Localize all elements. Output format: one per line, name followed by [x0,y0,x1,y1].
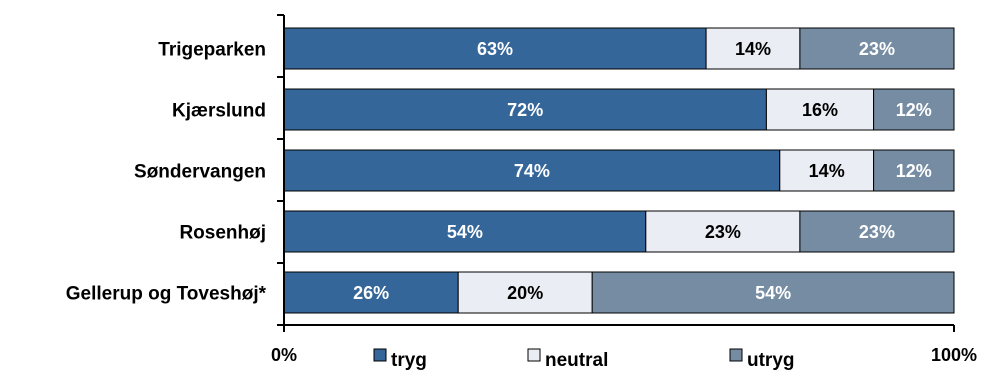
data-label: 14% [735,39,771,59]
data-label: 54% [447,222,483,242]
x-tick-label: 0% [271,345,297,365]
category-labels: Trigeparken Kjærslund Søndervangen Rosenhøj… [66,40,267,305]
x-tick-label: 100% [931,345,977,365]
data-label: 16% [802,100,838,120]
axes-layer [277,14,955,332]
data-label: 74% [514,161,550,181]
bar-segment-neutral [705,27,801,70]
bar-segment-tryg [283,88,767,131]
data-label: 12% [896,161,932,181]
data-label: 23% [859,39,895,59]
category-label: Gellerup og Toveshøj* [66,284,267,305]
data-label: 23% [859,222,895,242]
bar-segment-tryg [283,271,459,314]
data-label: 12% [896,100,932,120]
legend-swatch-neutral [527,348,541,362]
legend-swatch-utryg [729,348,743,362]
category-label: Trigeparken [158,40,266,61]
data-label: 20% [507,283,543,303]
bar-segment-tryg [283,149,781,192]
legend: tryg neutral utryg [373,348,795,371]
x-tick-labels: 0% 100% [271,345,977,365]
data-label: 72% [507,100,543,120]
bar-segment-utryg [799,210,955,253]
data-label: 14% [809,161,845,181]
legend-label-utryg: utryg [747,350,795,371]
legend-swatch-tryg [373,348,387,362]
bar-segment-utryg [873,149,955,192]
bar-segment-utryg [799,27,955,70]
category-label: Kjærslund [172,101,266,122]
data-label: 23% [705,222,741,242]
legend-label-neutral: neutral [545,350,608,371]
bars-layer: 63% 14% 23% 72% 16% 12% 74% 14% 12% 54% 23% 23% 26% 2… [283,27,955,314]
bar-segment-tryg [283,27,707,70]
bar-segment-utryg [873,88,955,131]
bar-segment-utryg [591,271,955,314]
bar-segment-neutral [779,149,875,192]
data-label: 63% [477,39,513,59]
legend-label-tryg: tryg [391,350,427,371]
data-label: 54% [755,283,791,303]
data-label: 26% [353,283,389,303]
bar-segment-neutral [457,271,593,314]
bar-segment-neutral [765,88,875,131]
bar-segment-tryg [283,210,647,253]
category-label: Søndervangen [134,162,266,183]
category-label: Rosenhøj [179,223,266,244]
